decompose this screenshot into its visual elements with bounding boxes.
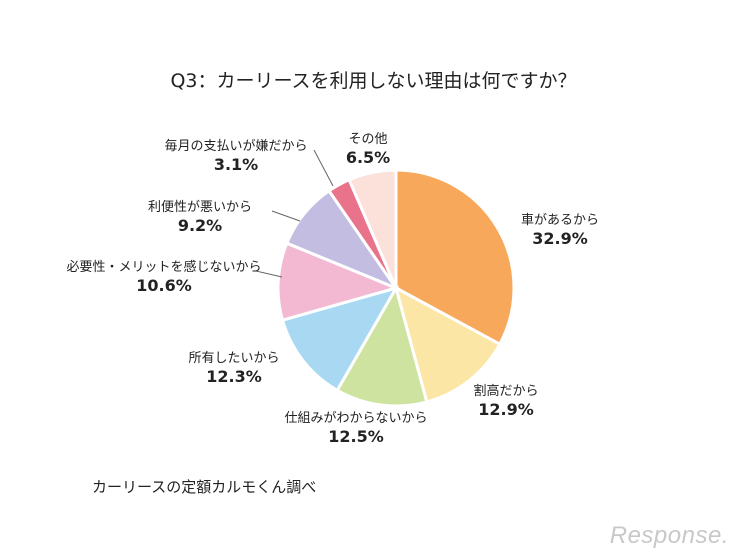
- slice-value-3: 12.3%: [206, 367, 262, 386]
- pie-slices: [276, 168, 516, 408]
- leader-line-5: [271, 210, 301, 222]
- pie-slice-2: [335, 284, 429, 408]
- slice-value-0: 32.9%: [532, 229, 588, 248]
- slice-label-1: 割高だから: [473, 383, 538, 399]
- slice-label-0: 車があるから: [521, 213, 599, 228]
- leader-line-4: [255, 270, 283, 278]
- source-note: カーリースの定額カルモくん調べ: [92, 478, 317, 496]
- slice-label-5: 利便性が悪いから: [148, 200, 252, 215]
- slice-value-5: 9.2%: [178, 216, 222, 235]
- pie-slice-4: [276, 241, 401, 323]
- slice-label-7: その他: [348, 132, 387, 147]
- chart-title: Q3：カーリースを利用しない理由は何ですか？: [170, 70, 577, 92]
- slice-value-1: 12.9%: [478, 400, 534, 419]
- leader-line-6: [313, 149, 334, 187]
- slice-label-4: 必要性・メリットを感じないから: [66, 259, 261, 275]
- slice-label-6: 毎月の支払いが嫌だから: [164, 138, 307, 154]
- pie-slice-1: [393, 285, 502, 404]
- slice-value-7: 6.5%: [346, 148, 390, 167]
- leader-lines: [255, 149, 334, 278]
- watermark-logo: Response.: [609, 522, 729, 549]
- slice-value-2: 12.5%: [328, 427, 384, 446]
- slice-value-6: 3.1%: [214, 155, 258, 174]
- slice-label-2: 仕組みがわからないから: [284, 411, 427, 426]
- pie-slice-0: [394, 168, 516, 347]
- pie-slice-7: [347, 168, 398, 289]
- slice-value-4: 10.6%: [136, 276, 192, 295]
- slice-label-3: 所有したいから: [188, 351, 279, 366]
